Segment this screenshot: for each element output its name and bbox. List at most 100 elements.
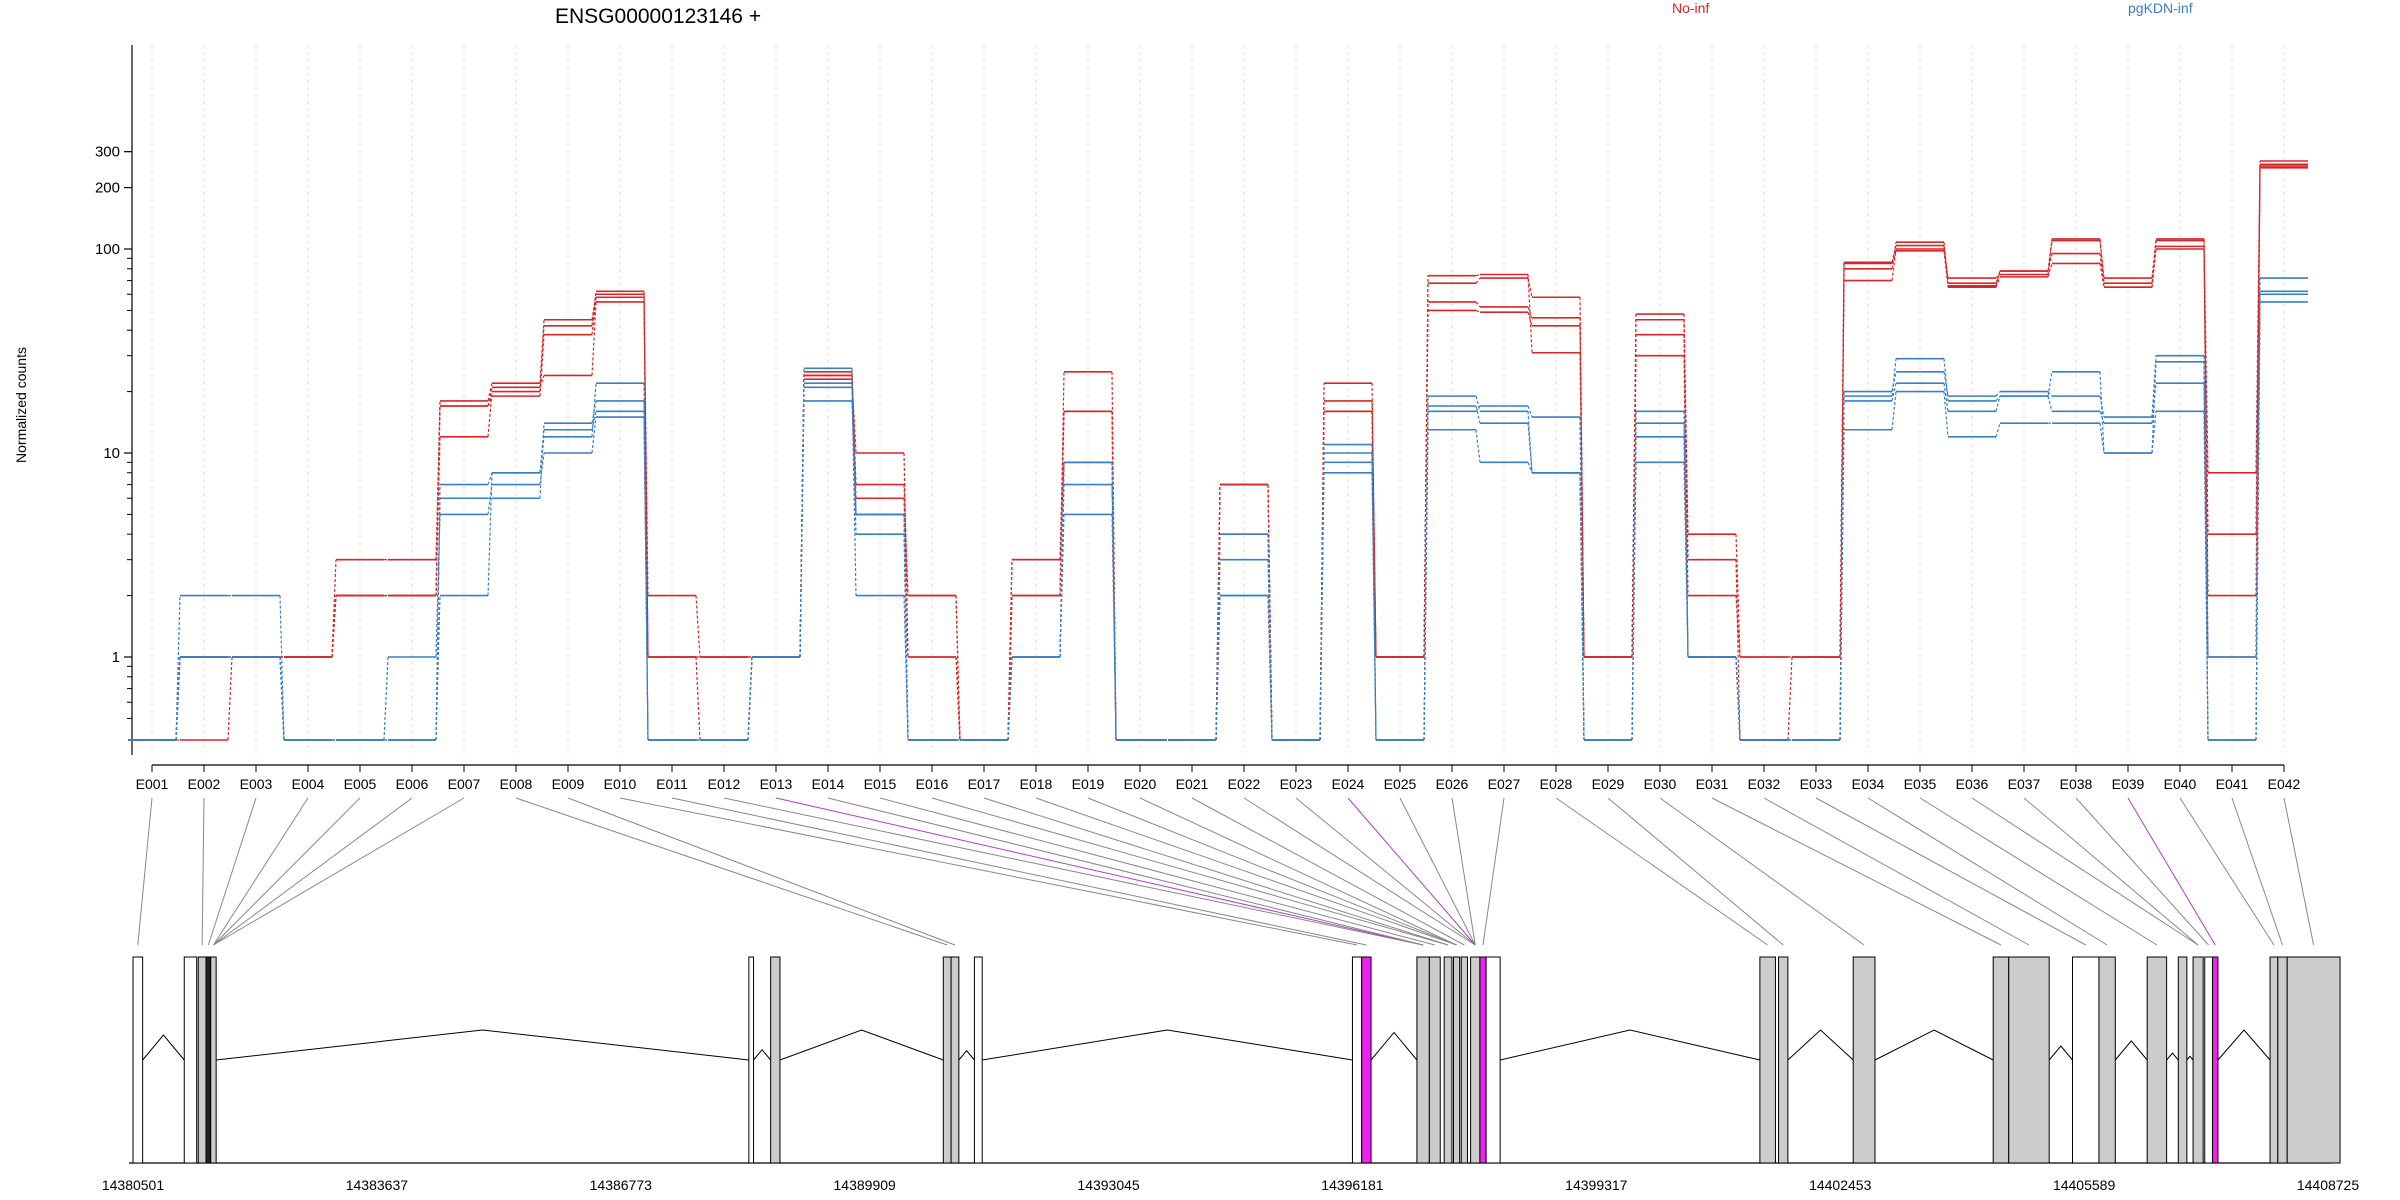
exon-connector xyxy=(1919,797,2158,946)
exon-box xyxy=(1351,956,1363,1164)
intron xyxy=(1787,1029,1854,1061)
x-tick-label: E021 xyxy=(1176,776,1209,792)
exon-connector-lines xyxy=(137,797,2315,946)
x-tick-label: E028 xyxy=(1540,776,1573,792)
exon-box xyxy=(2098,956,2116,1164)
series-transition xyxy=(1527,462,1533,473)
series-transition xyxy=(2099,396,2105,418)
grid-lines xyxy=(151,45,2285,753)
exon-box xyxy=(973,956,983,1164)
series-transition xyxy=(1683,423,1689,658)
series-transition xyxy=(435,400,441,560)
series-transition xyxy=(2151,383,2157,424)
gene-model xyxy=(129,956,2341,1164)
exon-box xyxy=(197,956,207,1164)
series-transition xyxy=(2047,391,2053,397)
series-transition xyxy=(435,405,441,596)
series-transition xyxy=(539,452,545,485)
exon-connector xyxy=(1295,797,1476,946)
series-pgkdn-inf-7 xyxy=(128,293,2308,741)
genome-tick-label: 14393045 xyxy=(1077,1177,1140,1193)
exon-box xyxy=(2269,956,2279,1164)
series-transition xyxy=(1319,462,1325,741)
series-transition xyxy=(1319,383,1325,741)
genome-tick-label: 14396181 xyxy=(1321,1177,1384,1193)
series-transition xyxy=(2203,240,2209,473)
series-transition xyxy=(1735,534,1741,658)
exon-box xyxy=(2192,956,2204,1164)
x-tick-label: E017 xyxy=(968,776,1001,792)
exon-connector xyxy=(1711,797,2002,946)
series-transition xyxy=(1527,277,1533,298)
x-tick-label: E013 xyxy=(760,776,793,792)
exon-connector xyxy=(931,797,1449,946)
exon-box xyxy=(950,956,960,1164)
exon-box xyxy=(2146,956,2168,1164)
series-transition xyxy=(1943,358,1949,401)
intron xyxy=(958,1049,975,1061)
x-tick-label: E004 xyxy=(292,776,325,792)
series-transition xyxy=(383,656,389,741)
x-tick-label: E036 xyxy=(1956,776,1989,792)
x-tick-label: E032 xyxy=(1748,776,1781,792)
series-transition xyxy=(1475,405,1481,424)
series-transition xyxy=(1111,462,1117,741)
exon-connector xyxy=(671,797,1367,946)
series-transition xyxy=(2047,263,2053,278)
exon-connector xyxy=(567,797,956,946)
x-tick-label: E020 xyxy=(1124,776,1157,792)
series-transition xyxy=(903,595,909,741)
y-axis: 1 10 100 200 300 xyxy=(95,45,133,755)
x-tick-label: E033 xyxy=(1800,776,1833,792)
series-transition xyxy=(1423,405,1429,741)
series-transition xyxy=(1891,371,1897,392)
series-transition xyxy=(643,301,649,658)
series-transition xyxy=(1475,395,1481,412)
series-layer xyxy=(128,160,2308,741)
series-transition xyxy=(1943,391,1949,437)
genome-tick-label: 14380501 xyxy=(102,1177,165,1193)
series-transition xyxy=(2255,294,2261,741)
x-tick-label: E024 xyxy=(1332,776,1365,792)
exon-connector xyxy=(2127,797,2216,946)
x-tick-label: E022 xyxy=(1228,776,1261,792)
x-tick-label: E016 xyxy=(916,776,949,792)
exon-box xyxy=(2177,956,2188,1164)
series-transition xyxy=(1891,358,1897,397)
exon-connector xyxy=(1763,797,2030,946)
x-tick-label: E025 xyxy=(1384,776,1417,792)
series-transition xyxy=(591,301,597,376)
intron xyxy=(753,1048,772,1061)
series-transition xyxy=(1319,411,1325,741)
series-transition xyxy=(227,656,233,741)
x-tick-label: E037 xyxy=(2008,776,2041,792)
series-transition xyxy=(1995,391,2001,397)
exon-box xyxy=(1428,956,1441,1164)
x-tick-label: E035 xyxy=(1904,776,1937,792)
series-pgkdn-inf-6 xyxy=(128,277,2308,741)
exon-connector xyxy=(2075,797,2209,946)
series-transition xyxy=(1735,559,1741,741)
y-tick-label: 100 xyxy=(95,241,120,258)
exon-box xyxy=(1361,956,1372,1164)
series-transition xyxy=(1527,312,1533,327)
x-tick-label: E007 xyxy=(448,776,481,792)
exon-connector xyxy=(213,797,413,946)
series-transition xyxy=(1371,444,1377,741)
x-tick-label: E027 xyxy=(1488,776,1521,792)
intron xyxy=(982,1029,1353,1061)
series-transition xyxy=(1475,309,1481,313)
exon-box xyxy=(1416,956,1430,1164)
series-transition xyxy=(591,411,597,430)
series-transition xyxy=(2047,395,2053,412)
series-transition xyxy=(1475,429,1481,463)
legend-entry-pgkdn-inf: pgKDN-inf xyxy=(2128,0,2193,16)
series-transition xyxy=(591,400,597,424)
series-transition xyxy=(1475,273,1481,277)
exon-connector xyxy=(2283,797,2315,946)
exon-box xyxy=(1452,956,1461,1164)
series-transition xyxy=(1891,245,1897,263)
intron xyxy=(1874,1029,1994,1061)
series-transition xyxy=(747,656,753,741)
